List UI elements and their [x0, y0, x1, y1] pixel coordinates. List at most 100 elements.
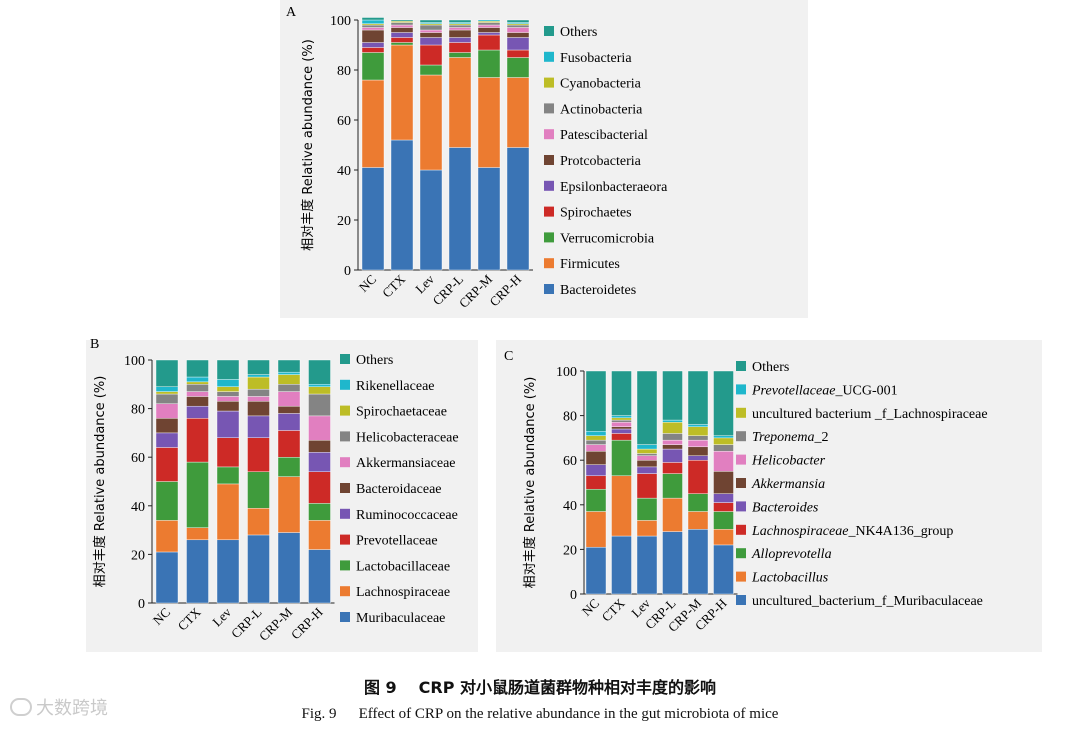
legend-b-label: Lachnospiraceae: [356, 585, 450, 600]
bar-b-crp-l-helicobacteraceae: [247, 388, 270, 397]
caption-chinese-text: CRP 对小鼠肠道菌群物种相对丰度的影响: [418, 678, 717, 697]
legend-a-label: Firmicutes: [560, 257, 620, 272]
bar-a-crp-h-spirochaetes: [506, 49, 530, 58]
bar-a-lev-epsilonbacteraeora: [419, 37, 443, 46]
bar-a-crp-m-actinobacteria: [477, 22, 501, 26]
bar-b-crp-h-muribaculaceae: [308, 549, 331, 604]
legend-a-label: Fusobacteria: [560, 51, 632, 66]
bar-c-crp-m-bacteroides: [687, 455, 709, 461]
legend-a-swatch: [544, 284, 554, 294]
bar-a-ctx-epsilonbacteraeora: [390, 32, 414, 38]
bar-c-lev-alloprevotella: [636, 497, 658, 521]
bar-a-crp-m-firmicutes: [477, 77, 501, 168]
legend-c-swatch: [736, 501, 746, 512]
bar-a-ctx-firmicutes: [390, 44, 414, 141]
bar-a-crp-m-epsilonbacteraeora: [477, 32, 501, 36]
legend-b-label: Spirochaetaceae: [356, 405, 447, 420]
legend-c-label: uncultured_bacterium_f_Muribaculaceae: [752, 594, 983, 609]
bar-b-crp-l-lachnospiraceae: [247, 508, 270, 536]
chart-c-y-tick-label: 0: [570, 588, 577, 603]
bar-a-crp-m-patescibacterial: [477, 24, 501, 28]
bar-a-ctx-others: [390, 19, 414, 22]
legend-c-swatch: [736, 407, 746, 418]
bar-c-nc-lactobacillus: [585, 511, 607, 548]
bar-a-crp-m-verrucomicrobia: [477, 49, 501, 78]
legend-b-label: Bacteroidaceae: [356, 482, 442, 497]
legend-c-swatch: [736, 595, 746, 605]
bar-b-lev-akkermansiaceae: [216, 396, 240, 402]
bar-a-nc-others: [361, 17, 385, 21]
bar-c-lev-treponema-2: [636, 453, 658, 456]
bar-b-crp-m-lactobacillaceae: [277, 456, 301, 477]
bar-a-nc-verrucomicrobia: [361, 52, 385, 81]
legend-b-label: Muribaculaceae: [356, 611, 445, 626]
bar-b-crp-l-prevotellaceae: [247, 437, 270, 472]
bar-c-nc-uncultured-bacterium-f-muribaculaceae: [585, 546, 607, 595]
bar-a-crp-h-actinobacteria: [506, 24, 530, 28]
chart-c-svg: C 0 20 40 60 80 100 相对丰度 Relative abundance (%)…: [504, 349, 988, 635]
bar-a-crp-h-bacteroidetes: [506, 147, 530, 271]
bar-b-crp-h-others: [308, 359, 331, 385]
legend-b-label: Lactobacillaceae: [356, 559, 450, 574]
bar-c-lev-prevotellaceae-ucg-001: [636, 444, 658, 450]
chart-a-category-label: CRP-H: [486, 272, 524, 310]
chart-a-y-tick-label: 80: [337, 64, 351, 79]
legend-b-label: Akkermansiaceae: [356, 456, 456, 471]
legend-a-swatch: [544, 103, 554, 114]
chart-b-y-tick-label: 40: [131, 500, 145, 515]
bar-b-crp-m-lachnospiraceae: [277, 476, 301, 533]
bar-c-lev-uncultured-bacterium-f-muribaculaceae: [636, 535, 658, 595]
legend-c-label: Lactobacillus: [751, 571, 829, 586]
bar-a-crp-h-patescibacterial: [506, 27, 530, 33]
bar-a-crp-h-verrucomicrobia: [506, 57, 530, 78]
bar-b-crp-h-bacteroidaceae: [308, 439, 331, 453]
bar-c-nc-alloprevotella: [585, 488, 607, 512]
bar-c-lev-lactobacillus: [636, 520, 658, 537]
bar-c-crp-l-bacteroides: [662, 448, 683, 463]
bar-b-nc-bacteroidaceae: [155, 418, 179, 434]
bar-c-crp-m-others: [687, 370, 709, 425]
bar-b-ctx-muribaculaceae: [186, 539, 209, 604]
bar-c-crp-l-akkermansia: [662, 444, 683, 450]
chart-c-category-label: NC: [579, 596, 602, 619]
panel-b: B 0 20 40 60 80 100 相对丰度 Relative abundance (%)…: [86, 337, 478, 652]
legend-a-swatch: [544, 180, 554, 191]
bar-b-ctx-bacteroidaceae: [186, 396, 209, 407]
bar-b-crp-m-others: [277, 359, 301, 373]
chart-b-category-label: Lev: [209, 604, 234, 629]
legend-a-label: Bacteroidetes: [560, 283, 636, 298]
bar-a-crp-l-protcobacteria: [448, 29, 472, 38]
bar-a-crp-l-bacteroidetes: [448, 147, 472, 271]
bar-a-crp-m-spirochaetes: [477, 34, 501, 51]
legend-a-label: Cyanobacteria: [560, 77, 642, 92]
bar-b-ctx-akkermansiaceae: [186, 391, 209, 397]
bar-b-crp-m-prevotellaceae: [277, 430, 301, 458]
bar-c-crp-l-lachnospiraceae-nk4a136-group: [662, 462, 683, 474]
bar-a-crp-l-firmicutes: [448, 57, 472, 148]
bar-c-ctx-lactobacillus: [611, 475, 632, 537]
chart-a-y-tick-label: 20: [337, 214, 351, 229]
bar-b-ctx-lachnospiraceae: [186, 527, 209, 541]
bar-c-ctx-helicobacter: [611, 422, 632, 427]
bar-c-nc-helicobacter: [585, 444, 607, 452]
legend-c-swatch: [736, 524, 746, 535]
legend-a-label: Epsilonbacteraeora: [560, 180, 668, 195]
bar-b-crp-h-helicobacteraceae: [308, 393, 331, 417]
legend-a-swatch: [544, 155, 554, 165]
legend-c-label: Prevotellaceae_UCG-001: [751, 383, 898, 398]
legend-b-swatch: [340, 457, 350, 468]
bar-a-lev-verrucomicrobia: [419, 64, 443, 76]
bar-b-crp-h-prevotellaceae: [308, 471, 331, 504]
panel-a-label: A: [286, 5, 297, 20]
legend-c-swatch: [736, 384, 746, 395]
legend-b-swatch: [340, 612, 350, 622]
chart-b-y-tick-label: 20: [131, 548, 145, 563]
bar-c-crp-l-uncultured-bacterium-f-lachnospiraceae: [662, 422, 683, 434]
bar-b-crp-m-spirochaetaceae: [277, 374, 301, 385]
bar-b-ctx-ruminococcaceae: [186, 405, 209, 419]
bar-b-crp-m-bacteroidaceae: [277, 405, 301, 414]
bar-a-crp-h-others: [506, 19, 530, 23]
legend-c-label: Bacteroides: [752, 500, 819, 515]
bar-a-ctx-actinobacteria: [390, 22, 414, 26]
chart-a-category-label: CRP-M: [456, 271, 496, 311]
